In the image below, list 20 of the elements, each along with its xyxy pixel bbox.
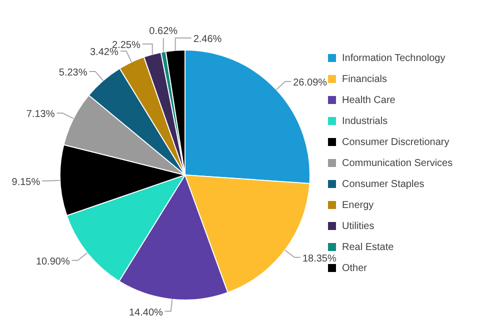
legend-label: Energy	[342, 198, 374, 212]
data-label: 0.62%	[149, 26, 178, 37]
legend-label: Utilities	[342, 220, 374, 234]
legend-label: Information Technology	[342, 52, 446, 66]
legend-label: Communication Services	[342, 156, 453, 170]
data-label: 18.35%	[302, 253, 337, 264]
data-label: 2.46%	[193, 34, 222, 45]
legend-label: Health Care	[342, 94, 396, 108]
data-label: 14.40%	[128, 307, 164, 318]
data-label: 9.15%	[12, 176, 40, 188]
legend-label: Consumer Discretionary	[342, 136, 450, 150]
data-label: 10.90%	[36, 256, 70, 268]
data-label: 7.13%	[26, 109, 55, 120]
legend-label: Other	[342, 262, 368, 276]
legend-label: Financials	[342, 72, 388, 86]
data-label: 26.09%	[293, 78, 328, 88]
legend-label: Consumer Staples	[342, 178, 424, 192]
legend-label: Real Estate	[342, 240, 394, 254]
legend-label: Industrials	[342, 114, 388, 128]
data-label: 5.23%	[58, 67, 88, 78]
